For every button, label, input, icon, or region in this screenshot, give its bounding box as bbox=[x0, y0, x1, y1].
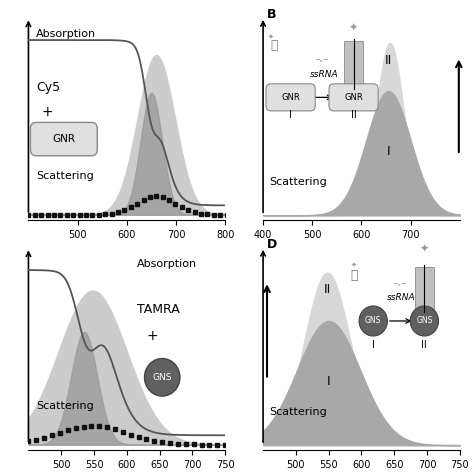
Text: ✦: ✦ bbox=[419, 244, 429, 254]
Text: GNS: GNS bbox=[416, 317, 433, 326]
Text: GNR: GNR bbox=[281, 93, 300, 102]
X-axis label: Wavelength (nm): Wavelength (nm) bbox=[317, 246, 406, 255]
Text: ~ᵥ~: ~ᵥ~ bbox=[392, 281, 407, 287]
Circle shape bbox=[410, 306, 438, 336]
FancyBboxPatch shape bbox=[415, 267, 434, 313]
Text: I: I bbox=[387, 145, 391, 158]
FancyBboxPatch shape bbox=[329, 84, 378, 111]
Text: GNR: GNR bbox=[52, 134, 75, 144]
Text: TAMRA: TAMRA bbox=[137, 303, 179, 316]
Text: Scattering: Scattering bbox=[36, 401, 94, 410]
Circle shape bbox=[145, 358, 180, 396]
Text: I: I bbox=[289, 110, 292, 120]
FancyBboxPatch shape bbox=[344, 41, 364, 91]
Text: ssRNA: ssRNA bbox=[386, 293, 415, 302]
Text: ~ᵥ~: ~ᵥ~ bbox=[314, 57, 328, 63]
Text: ⌒: ⌒ bbox=[270, 39, 278, 53]
Text: ✦: ✦ bbox=[268, 34, 274, 40]
Text: D: D bbox=[267, 238, 277, 251]
Text: II: II bbox=[385, 54, 392, 66]
Text: +: + bbox=[146, 329, 158, 343]
Text: II: II bbox=[351, 110, 356, 120]
Text: II: II bbox=[324, 283, 331, 296]
Text: GNS: GNS bbox=[365, 317, 382, 326]
Text: Scattering: Scattering bbox=[269, 177, 327, 187]
Text: GNR: GNR bbox=[344, 93, 363, 102]
Text: ssRNA: ssRNA bbox=[310, 70, 338, 79]
FancyBboxPatch shape bbox=[266, 84, 315, 111]
Text: Absorption: Absorption bbox=[137, 259, 197, 269]
Text: II: II bbox=[421, 340, 427, 350]
Text: ✦: ✦ bbox=[349, 23, 358, 33]
FancyBboxPatch shape bbox=[30, 122, 97, 156]
Text: ⌒: ⌒ bbox=[351, 269, 358, 283]
Text: Absorption: Absorption bbox=[36, 29, 96, 39]
Circle shape bbox=[359, 306, 387, 336]
Text: B: B bbox=[267, 8, 276, 21]
Text: ✦: ✦ bbox=[351, 262, 356, 268]
Text: +: + bbox=[41, 105, 53, 119]
Text: I: I bbox=[372, 340, 374, 350]
Text: Scattering: Scattering bbox=[36, 171, 94, 181]
Text: GNS: GNS bbox=[153, 373, 172, 382]
X-axis label: Wavelength (nm): Wavelength (nm) bbox=[82, 246, 172, 255]
Text: I: I bbox=[327, 375, 330, 388]
Text: Cy5: Cy5 bbox=[36, 81, 60, 94]
Text: Scattering: Scattering bbox=[269, 407, 327, 417]
